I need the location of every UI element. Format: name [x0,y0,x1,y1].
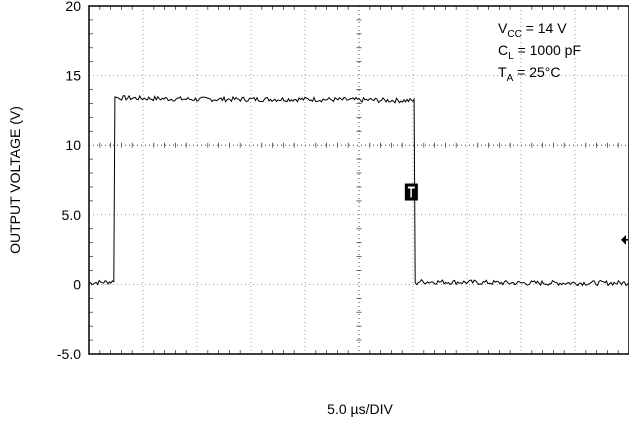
y-tick-label: 0 [73,276,81,292]
annotation-ta: TA = 25°C [498,64,560,84]
trigger-level-marker [404,183,418,201]
reference-arrow-marker [621,234,628,245]
annotation-vcc: VCC = 14 V [498,20,567,40]
plot-frame [88,5,629,355]
marker-layer [404,183,628,245]
annotation-cl: CL = 1000 pF [498,42,581,62]
y-tick-label: 20 [65,0,81,14]
trace-layer [88,94,629,287]
y-tick-label: 5.0 [62,207,82,223]
y-axis-title: OUTPUT VOLTAGE (V) [7,106,23,254]
y-tick-label: 15 [65,68,81,84]
grid-layer [89,6,629,354]
y-tick-labels: 20 15 10 5.0 0 -5.0 [57,0,81,362]
y-tick-label: 10 [65,137,81,153]
y-tick-label: -5.0 [57,346,81,362]
x-axis-title: 5.0 µs/DIV [327,401,393,417]
output-voltage-trace [88,94,629,287]
